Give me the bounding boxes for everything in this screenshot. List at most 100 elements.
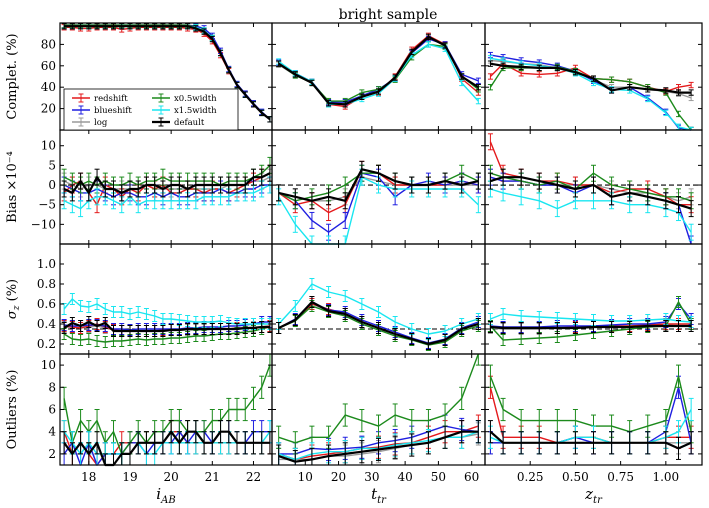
panel-r0-c0: 20 40 60 80 xyxy=(41,22,273,131)
data-point xyxy=(376,164,381,182)
data-point xyxy=(536,192,542,210)
y-tick-label: 0.2 xyxy=(37,337,56,351)
data-point xyxy=(359,440,365,464)
data-point xyxy=(78,409,84,433)
data-point xyxy=(226,66,232,74)
data-point xyxy=(392,172,398,190)
data-point xyxy=(536,431,542,455)
data-point xyxy=(242,322,248,334)
data-point xyxy=(250,168,256,186)
x-tick-label: 20 xyxy=(164,470,179,484)
data-point xyxy=(276,322,282,334)
panel-r0-c2 xyxy=(484,22,703,131)
legend-label: x1.5width xyxy=(174,106,217,116)
legend-item-x05: x0.5width xyxy=(152,93,217,104)
data-point xyxy=(78,300,84,312)
data-point xyxy=(168,324,174,336)
series-line-default xyxy=(63,320,270,333)
data-point xyxy=(250,101,256,108)
data-point xyxy=(185,420,191,444)
data-point xyxy=(688,200,694,218)
series-x15 xyxy=(487,180,694,241)
data-point xyxy=(94,335,100,347)
data-point xyxy=(409,48,415,56)
data-point xyxy=(259,431,265,455)
data-point xyxy=(342,192,348,210)
series-line-default xyxy=(490,176,692,210)
data-point xyxy=(609,321,615,333)
data-point xyxy=(168,176,174,194)
data-point xyxy=(185,180,191,198)
data-point xyxy=(218,323,224,335)
data-point xyxy=(675,296,681,308)
data-point xyxy=(119,184,125,202)
data-point xyxy=(292,300,298,312)
data-point xyxy=(554,431,560,455)
legend-item-redshift: redshift xyxy=(72,93,128,104)
x-tick-label: 1.00 xyxy=(652,470,679,484)
data-point xyxy=(160,313,166,325)
data-point xyxy=(201,176,207,194)
data-point xyxy=(78,334,84,346)
series-default xyxy=(276,296,481,350)
data-point xyxy=(518,310,524,322)
y-tick-label: 80 xyxy=(41,37,56,51)
data-point xyxy=(259,109,265,117)
series-default xyxy=(487,60,694,96)
row-label: Outliers (%) xyxy=(5,370,20,450)
series-x05 xyxy=(276,353,481,455)
data-point xyxy=(102,303,108,315)
data-point xyxy=(475,172,481,190)
data-point xyxy=(487,133,493,151)
column-label: ztr xyxy=(584,485,603,506)
legend-item-log: log xyxy=(72,117,108,128)
data-point xyxy=(425,338,431,350)
data-point xyxy=(376,88,381,95)
series-line-x15 xyxy=(490,313,692,323)
data-point xyxy=(209,323,215,335)
data-point xyxy=(292,71,298,78)
series-x05 xyxy=(487,164,694,210)
data-point xyxy=(376,437,381,462)
data-point xyxy=(61,303,67,315)
data-point xyxy=(459,386,465,410)
data-point xyxy=(86,333,92,345)
data-point xyxy=(409,333,415,345)
data-point xyxy=(135,431,141,455)
data-point xyxy=(209,176,215,194)
y-tick-label: 10 xyxy=(41,358,56,372)
data-point xyxy=(111,306,117,318)
panel-r3-c2: 0.25 0.50 0.75 1.00 xyxy=(484,353,703,484)
column-label: iAB xyxy=(156,485,175,506)
data-point xyxy=(135,306,141,318)
data-point xyxy=(234,176,240,194)
data-point xyxy=(69,293,75,305)
data-point xyxy=(554,64,560,72)
data-point xyxy=(500,308,506,320)
panel-r1-c1 xyxy=(271,129,486,245)
data-point xyxy=(392,74,398,81)
data-point xyxy=(442,334,448,346)
data-point xyxy=(342,308,348,320)
series-default xyxy=(61,316,273,337)
row-label: σz (%) xyxy=(5,279,22,319)
panel-r2-c2 xyxy=(484,243,703,355)
data-point xyxy=(226,420,232,444)
data-point xyxy=(425,33,431,41)
data-point xyxy=(500,334,506,346)
data-point xyxy=(536,322,542,334)
data-point xyxy=(675,436,681,460)
data-point xyxy=(342,211,348,229)
x-tick-label: 19 xyxy=(122,470,137,484)
y-tick-label: 0.6 xyxy=(37,297,56,311)
x-tick-label: 21 xyxy=(205,470,220,484)
y-tick-label: 0.4 xyxy=(37,317,56,331)
y-tick-label: −10 xyxy=(31,217,56,231)
y-tick-label: 1.0 xyxy=(37,257,56,271)
data-point xyxy=(442,42,448,49)
x-tick-label: 18 xyxy=(81,470,96,484)
data-point xyxy=(226,176,232,194)
series-x05 xyxy=(487,364,694,444)
series-x05 xyxy=(487,63,694,131)
